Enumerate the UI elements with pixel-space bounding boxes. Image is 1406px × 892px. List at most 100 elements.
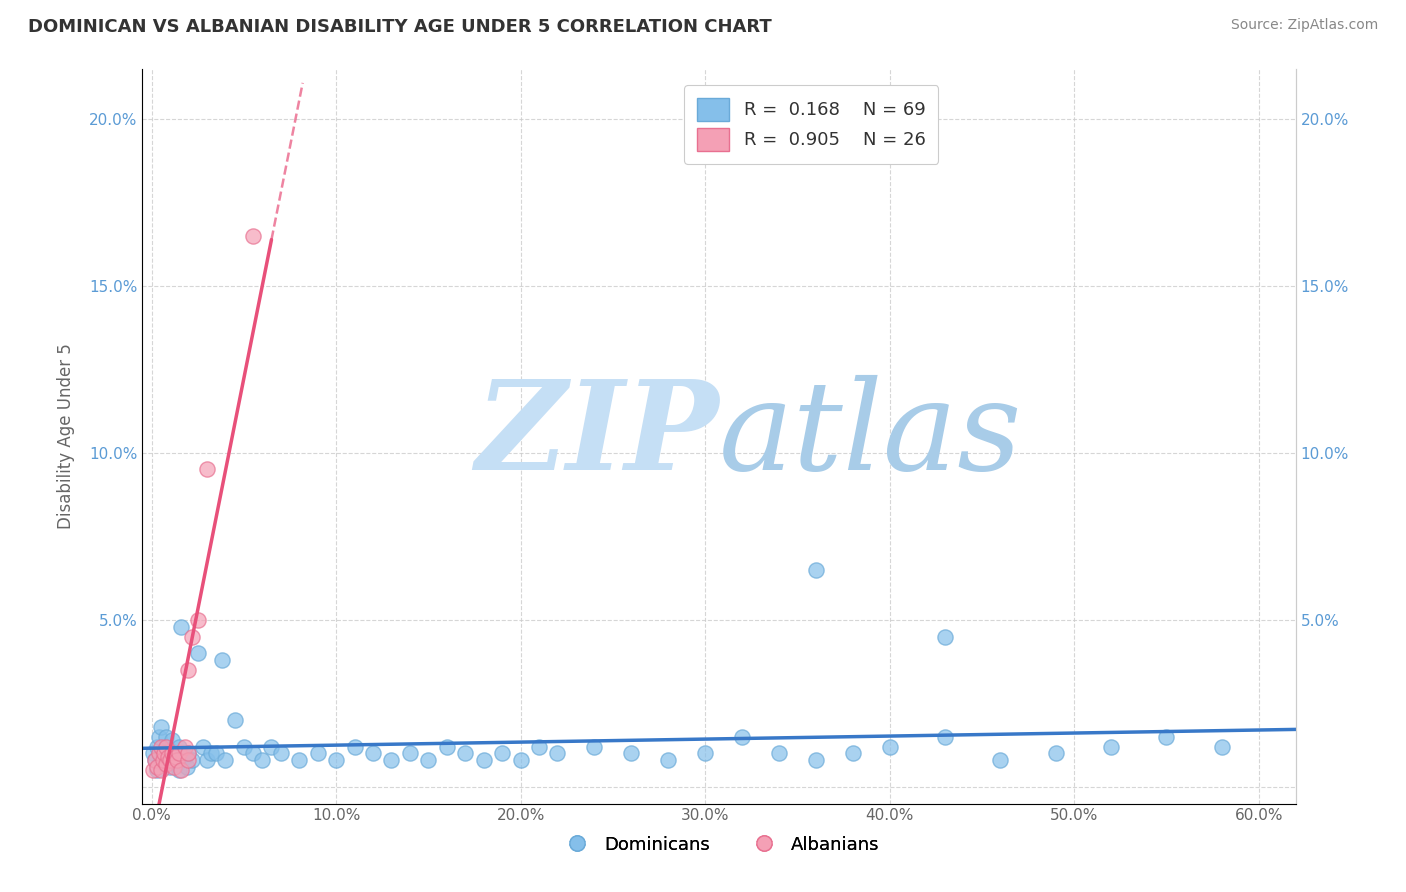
Point	[527, 739, 550, 754]
Point	[1211, 739, 1233, 754]
Point	[153, 747, 176, 761]
Point	[307, 747, 329, 761]
Point	[214, 753, 236, 767]
Point	[173, 739, 195, 754]
Text: ZIP: ZIP	[475, 376, 718, 497]
Point	[620, 747, 643, 761]
Point	[200, 747, 222, 761]
Point	[841, 747, 863, 761]
Point	[166, 753, 188, 767]
Point	[181, 630, 204, 644]
Point	[181, 753, 204, 767]
Point	[152, 747, 174, 761]
Point	[1156, 730, 1178, 744]
Point	[148, 730, 170, 744]
Point	[153, 756, 176, 771]
Point	[195, 753, 218, 767]
Point	[399, 747, 422, 761]
Point	[583, 739, 606, 754]
Point	[159, 753, 181, 767]
Point	[380, 753, 402, 767]
Legend: Dominicans, Albanians: Dominicans, Albanians	[551, 829, 887, 861]
Point	[149, 753, 172, 767]
Point	[242, 228, 264, 243]
Point	[731, 730, 754, 744]
Point	[173, 749, 195, 764]
Point	[509, 753, 531, 767]
Point	[260, 739, 283, 754]
Point	[160, 733, 183, 747]
Point	[491, 747, 513, 761]
Point	[146, 760, 169, 774]
Point	[177, 747, 200, 761]
Point	[879, 739, 901, 754]
Point	[146, 739, 169, 754]
Point	[804, 753, 827, 767]
Point	[143, 753, 166, 767]
Point	[768, 747, 790, 761]
Point	[172, 747, 194, 761]
Point	[224, 713, 246, 727]
Point	[165, 747, 187, 761]
Point	[195, 462, 218, 476]
Y-axis label: Disability Age Under 5: Disability Age Under 5	[58, 343, 75, 529]
Point	[170, 619, 193, 633]
Point	[176, 760, 198, 774]
Point	[472, 753, 495, 767]
Point	[325, 753, 347, 767]
Point	[177, 747, 200, 761]
Point	[242, 747, 264, 761]
Point	[159, 743, 181, 757]
Point	[657, 753, 679, 767]
Point	[187, 646, 209, 660]
Point	[155, 756, 177, 771]
Point	[143, 753, 166, 767]
Text: Source: ZipAtlas.com: Source: ZipAtlas.com	[1230, 18, 1378, 32]
Point	[160, 747, 183, 761]
Point	[149, 720, 172, 734]
Point	[170, 763, 193, 777]
Point	[167, 747, 190, 761]
Text: DOMINICAN VS ALBANIAN DISABILITY AGE UNDER 5 CORRELATION CHART: DOMINICAN VS ALBANIAN DISABILITY AGE UND…	[28, 18, 772, 36]
Point	[547, 747, 569, 761]
Point	[252, 753, 274, 767]
Point	[343, 739, 366, 754]
Point	[152, 753, 174, 767]
Point	[454, 747, 477, 761]
Point	[167, 739, 190, 754]
Point	[163, 753, 186, 767]
Point	[934, 630, 956, 644]
Point	[361, 747, 384, 761]
Point	[934, 730, 956, 744]
Point	[166, 756, 188, 771]
Point	[988, 753, 1011, 767]
Point	[205, 747, 228, 761]
Point	[142, 763, 165, 777]
Point	[177, 753, 200, 767]
Point	[436, 739, 458, 754]
Point	[1099, 739, 1122, 754]
Point	[211, 653, 233, 667]
Point	[146, 763, 169, 777]
Point	[693, 747, 716, 761]
Point	[1045, 747, 1067, 761]
Point	[177, 663, 200, 677]
Point	[167, 763, 190, 777]
Point	[288, 753, 311, 767]
Point	[163, 760, 186, 774]
Point	[142, 747, 165, 761]
Text: atlas: atlas	[718, 376, 1022, 497]
Point	[270, 747, 292, 761]
Point	[187, 613, 209, 627]
Point	[418, 753, 440, 767]
Point	[159, 760, 181, 774]
Point	[149, 763, 172, 777]
Point	[155, 739, 177, 754]
Point	[232, 739, 254, 754]
Point	[165, 749, 187, 764]
Point	[157, 749, 180, 764]
Point	[804, 563, 827, 577]
Point	[155, 730, 177, 744]
Point	[155, 739, 177, 754]
Point	[149, 739, 172, 754]
